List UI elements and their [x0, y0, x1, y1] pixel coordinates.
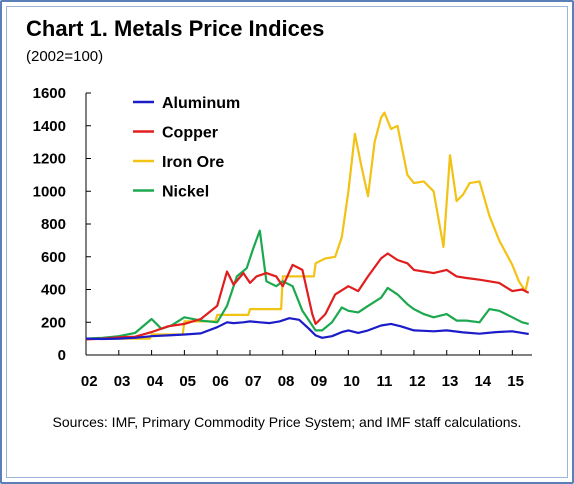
chart-frame-inner: [6, 6, 568, 478]
chart-axes: 0 200 400 600 800 1000 1200 1400 1600 02 03 04 05 06 0…: [33, 85, 532, 390]
x-tick-label: 09: [310, 373, 327, 390]
y-tick-label: 800: [41, 216, 66, 233]
chart-legend: Aluminum Copper Iron Ore Nickel: [133, 95, 240, 201]
x-tick-label: 04: [147, 373, 164, 390]
x-tick-label: 07: [245, 373, 262, 390]
chart-subtitle: (2002=100): [26, 48, 104, 65]
series-line-aluminum: [85, 317, 529, 341]
x-tick-label: 10: [343, 373, 360, 390]
y-tick-label: 0: [58, 347, 66, 364]
legend-label-nickel: Nickel: [162, 184, 209, 201]
y-tick-label: 400: [41, 282, 66, 299]
x-tick-label: 12: [409, 373, 426, 390]
legend-label-aluminum: Aluminum: [162, 95, 240, 112]
x-tick-label: 11: [376, 373, 392, 390]
y-tick-label: 1400: [33, 118, 66, 135]
series-line-iron-ore: [86, 111, 530, 340]
x-tick-label: 14: [474, 373, 491, 390]
chart-source-note: Sources: IMF, Primary Commodity Price Sy…: [52, 414, 522, 430]
x-tick-label: 06: [212, 373, 229, 390]
series-line-nickel: [85, 229, 529, 340]
chart-series-group: [85, 111, 530, 341]
legend-label-iron-ore: Iron Ore: [162, 154, 224, 171]
x-tick-label: 15: [507, 373, 524, 390]
x-tick-label: 08: [278, 373, 295, 390]
y-tick-label: 600: [41, 249, 66, 266]
x-tick-label: 03: [114, 373, 131, 390]
y-tick-label: 200: [41, 314, 66, 331]
y-tick-label: 1000: [33, 183, 66, 200]
x-tick-label: 02: [81, 373, 98, 390]
y-tick-label: 1600: [33, 85, 66, 102]
y-tick-label: 1200: [33, 151, 66, 168]
legend-label-copper: Copper: [162, 125, 218, 142]
chart-title: Chart 1. Metals Price Indices: [26, 16, 325, 41]
series-line-copper: [85, 252, 530, 341]
x-tick-label: 13: [442, 373, 459, 390]
x-tick-label: 05: [179, 373, 196, 390]
